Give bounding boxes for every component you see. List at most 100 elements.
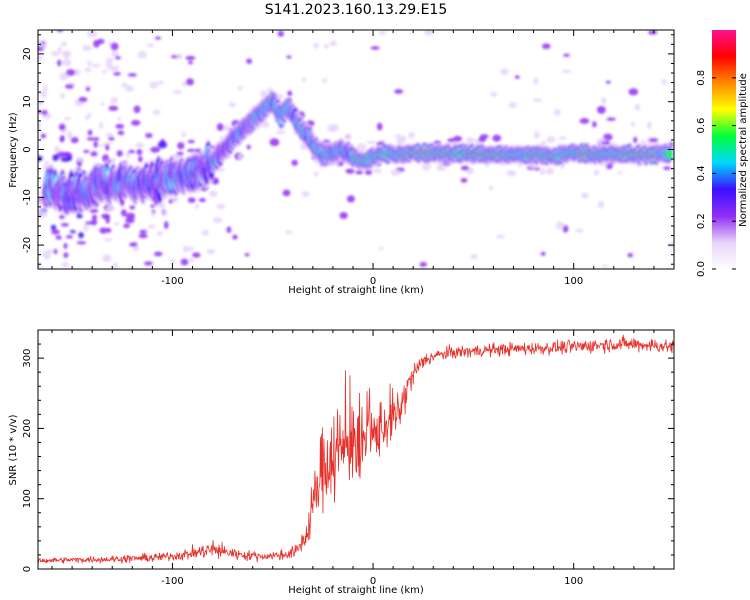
spectrogram-noise-blob bbox=[113, 71, 121, 76]
spectrogram-noise-blob bbox=[185, 55, 196, 61]
spectrogram-noise-blob bbox=[244, 253, 250, 257]
spectrogram-noise-blob bbox=[601, 97, 607, 104]
snr-x-tick-label: -100 bbox=[161, 576, 184, 587]
spectrogram-noise-blob bbox=[110, 97, 118, 104]
spectrogram-noise-blob bbox=[125, 217, 135, 224]
spectrogram-noise-blob bbox=[301, 191, 310, 197]
spectrogram-noise-blob bbox=[628, 88, 639, 96]
spectrogram-ridge-blob bbox=[666, 149, 673, 159]
spectrogram-noise-blob bbox=[228, 102, 236, 108]
spectrogram-x-tick-label: -100 bbox=[161, 276, 184, 287]
snr-frame bbox=[37, 329, 675, 570]
spectrogram-noise-blob bbox=[156, 231, 163, 237]
spectrogram-noise-blob bbox=[85, 86, 91, 92]
spectrogram-noise-blob bbox=[123, 223, 131, 229]
spectrogram-noise-blob bbox=[63, 51, 70, 60]
spectrogram-noise-blob bbox=[38, 121, 42, 130]
spectrogram-noise-blob bbox=[633, 136, 638, 144]
spectrogram-y-tick-label: 10 bbox=[22, 95, 33, 108]
spectrogram-noise-blob bbox=[558, 136, 567, 140]
spectrogram-noise-blob bbox=[185, 78, 194, 86]
spectrogram-noise-blob bbox=[64, 84, 74, 89]
spectrogram-noise-blob bbox=[581, 192, 589, 199]
spectrogram-y-tick-label: 20 bbox=[22, 48, 33, 61]
spectrogram-noise-blob bbox=[60, 92, 65, 100]
spectrogram-noise-blob bbox=[103, 141, 113, 146]
spectrogram-noise-blob bbox=[436, 165, 446, 172]
spectrogram-noise-blob bbox=[627, 252, 634, 258]
spectrogram-noise-blob bbox=[148, 224, 155, 230]
spectrogram-noise-blob bbox=[275, 130, 286, 135]
spectrogram-noise-blob bbox=[57, 46, 62, 54]
spectrogram-noise-blob bbox=[177, 142, 185, 150]
spectrogram-noise-blob bbox=[98, 143, 104, 147]
spectrogram-noise-blob bbox=[575, 228, 584, 233]
spectrogram-noise-blob bbox=[154, 36, 162, 40]
snr-series-line bbox=[38, 334, 674, 564]
spectrogram-noise-blob bbox=[157, 141, 168, 149]
spectrogram-noise-blob bbox=[181, 132, 187, 137]
spectrogram-noise-blob bbox=[176, 53, 183, 60]
spectrogram-noise-blob bbox=[87, 60, 92, 67]
spectrogram-noise-blob bbox=[116, 150, 123, 157]
spectrogram-noise-blob bbox=[533, 130, 540, 139]
spectrogram-noise-blob bbox=[661, 79, 667, 85]
spectrogram-noise-blob bbox=[322, 78, 328, 84]
spectrogram-noise-blob bbox=[70, 137, 79, 144]
spectrogram-noise-blob bbox=[216, 123, 224, 131]
spectrogram-noise-blob bbox=[65, 69, 76, 76]
spectrogram-noise-blob bbox=[59, 72, 69, 81]
spectrogram-noise-blob bbox=[63, 243, 68, 249]
spectrogram-noise-blob bbox=[356, 143, 367, 151]
spectrogram-noise-blob bbox=[596, 105, 606, 114]
spectrogram-noise-blob bbox=[66, 131, 73, 140]
spectrogram-noise-blob bbox=[419, 262, 428, 268]
spectrogram-noise-blob bbox=[60, 135, 65, 142]
spectrogram-noise-blob bbox=[50, 224, 57, 231]
spectrogram-noise-blob bbox=[546, 136, 556, 143]
snr-y-axis-label: SNR (10 * v/v) bbox=[8, 414, 19, 485]
spectrogram-noise-blob bbox=[592, 121, 597, 128]
spectrogram-noise-blob bbox=[269, 138, 280, 147]
spectrogram-noise-blob bbox=[291, 159, 298, 166]
spectrogram-noise-blob bbox=[630, 121, 636, 127]
spectrogram-noise-blob bbox=[51, 51, 59, 57]
spectrogram-noise-blob bbox=[38, 199, 44, 207]
snr-panel: -100 0 100 0 100 200 300 Height of straight li… bbox=[8, 329, 675, 596]
spectrogram-x-tick-label: 0 bbox=[370, 276, 376, 287]
spectrogram-noise-blob bbox=[663, 166, 672, 171]
spectrogram-noise-blob bbox=[172, 90, 183, 94]
spectrogram-noise-blob bbox=[579, 118, 590, 124]
spectrogram-noise-blob bbox=[605, 80, 611, 84]
spectrogram-noise-blob bbox=[116, 117, 122, 121]
spectrogram-noise-blob bbox=[163, 221, 169, 230]
spectrogram-noise-blob bbox=[323, 43, 329, 49]
spectrogram-noise-blob bbox=[345, 168, 355, 174]
spectrogram-noise-blob bbox=[180, 258, 189, 266]
spectrogram-noise-blob bbox=[115, 123, 125, 129]
spectrogram-noise-blob bbox=[460, 178, 468, 183]
spectrogram-noise-blob bbox=[561, 69, 572, 74]
spectrogram-noise-blob bbox=[60, 41, 68, 47]
spectrogram-noise-blob bbox=[539, 168, 545, 176]
spectrogram-noise-blob bbox=[42, 85, 48, 91]
spectrogram-noise-blob bbox=[139, 229, 147, 234]
spectrogram-noise-blob bbox=[146, 43, 155, 48]
spectrogram-noise-blob bbox=[153, 251, 163, 257]
spectrogram-noise-blob bbox=[57, 59, 62, 67]
spectrogram-noise-blob bbox=[110, 65, 120, 70]
spectrogram-noise-blob bbox=[647, 121, 652, 129]
colorbar-ticks: 0.0 0.2 0.4 0.6 0.8 bbox=[696, 70, 736, 277]
spectrogram-y-tick-label: 0 bbox=[22, 146, 33, 152]
spectrogram-noise-blob bbox=[201, 229, 210, 236]
spectrogram-y-tick-label: -10 bbox=[22, 189, 33, 205]
spectrogram-noise-blob bbox=[125, 151, 131, 159]
spectrogram-noise-blob bbox=[61, 261, 69, 268]
spectrogram-noise-blob bbox=[90, 151, 98, 157]
spectrogram-noise-blob bbox=[78, 232, 84, 239]
spectrogram-noise-blob bbox=[424, 30, 434, 36]
spectrogram-noise-blob bbox=[41, 110, 48, 116]
spectrogram-noise-blob bbox=[284, 230, 294, 235]
spectrogram-noise-blob bbox=[87, 30, 98, 38]
spectrogram-noise-blob bbox=[540, 251, 546, 256]
